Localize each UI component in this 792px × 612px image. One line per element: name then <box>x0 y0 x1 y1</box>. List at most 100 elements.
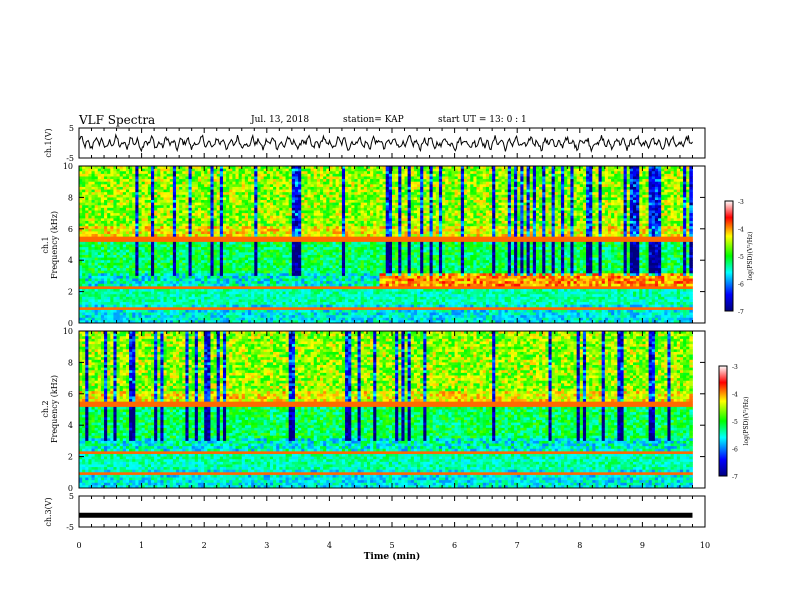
spectrogram-cell <box>291 302 296 306</box>
spectrogram-cell <box>282 262 286 266</box>
spectrogram-cell <box>251 173 255 177</box>
spectrogram-cell <box>213 184 218 188</box>
spectrogram-cell <box>269 239 274 243</box>
spectrogram-cell <box>160 215 164 219</box>
spectrogram-cell <box>301 179 305 183</box>
spectrogram-cell <box>172 247 177 251</box>
spectrogram-cell <box>82 179 86 183</box>
spectrogram-cell <box>257 192 261 196</box>
spectrogram-cell <box>298 213 302 217</box>
spectrogram-cell <box>110 254 114 258</box>
spectrogram-cell <box>150 273 155 277</box>
spectrogram-cell <box>210 234 214 238</box>
spectrogram-cell <box>144 192 149 196</box>
spectrogram-cell <box>210 265 214 269</box>
spectrogram-cell <box>163 215 168 219</box>
spectrogram-cell <box>201 166 205 170</box>
spectrogram-cell <box>210 176 214 180</box>
spectrogram-cell <box>254 302 258 306</box>
spectrogram-cell <box>91 273 96 277</box>
spectrogram-cell <box>204 166 208 170</box>
spectrogram-cell <box>320 312 324 316</box>
spectrogram-cell <box>207 304 211 308</box>
spectrogram-cell <box>185 189 189 193</box>
spectrogram-cell <box>219 173 224 177</box>
spectrogram-cell <box>210 192 214 196</box>
spectrogram-cell <box>222 173 227 177</box>
spectrogram-cell <box>291 294 296 298</box>
spectrogram-cell <box>110 281 114 285</box>
spectrogram-cell <box>213 281 218 285</box>
spectrogram-cell <box>125 291 130 295</box>
spectrogram-cell <box>219 239 224 243</box>
spectrogram-cell <box>219 192 224 196</box>
spectrogram-cell <box>119 273 124 277</box>
spectrogram-cell <box>291 317 296 321</box>
spectrogram-cell <box>82 189 86 193</box>
spectrogram-cell <box>294 307 299 311</box>
spectrogram-cell <box>82 236 86 240</box>
spectrogram-cell <box>79 244 83 248</box>
station-label: station= KAP <box>343 115 404 125</box>
spectrogram-cell <box>229 315 233 319</box>
spectrogram-cell <box>154 281 158 285</box>
spectrogram-cell <box>88 268 92 272</box>
spectrogram-cell <box>232 184 236 188</box>
spectrogram-cell <box>150 244 155 248</box>
spectrogram-cell <box>113 294 117 298</box>
spectrogram-cell <box>201 205 205 209</box>
spectrogram-cell <box>307 294 312 298</box>
spectrogram-cell <box>269 194 274 198</box>
spectrogram-cell <box>294 210 299 214</box>
spectrogram-cell <box>251 270 255 274</box>
spectrogram-cell <box>298 275 302 279</box>
spectrogram-cell <box>113 241 117 245</box>
spectrogram-cell <box>313 189 318 193</box>
spectrogram-cell <box>307 312 312 316</box>
spectrogram-cell <box>326 171 330 175</box>
spectrogram-cell <box>273 294 277 298</box>
spectrogram-cell <box>307 192 312 196</box>
spectrogram-cell <box>185 302 189 306</box>
spectrogram-cell <box>138 205 142 209</box>
spectrogram-cell <box>310 184 315 188</box>
spectrogram-cell <box>100 286 105 290</box>
spectrogram-cell <box>304 281 308 285</box>
spectrogram-cell <box>238 220 243 224</box>
spectrogram-cell <box>276 241 280 245</box>
spectrogram-cell <box>238 239 243 243</box>
spectrogram-cell <box>279 200 283 204</box>
spectrogram-cell <box>100 176 105 180</box>
spectrogram-cell <box>82 281 86 285</box>
spectrogram-cell <box>194 260 199 264</box>
spectrogram-cell <box>179 294 183 298</box>
spectrogram-cell <box>329 307 333 311</box>
spectrogram-cell <box>166 262 171 266</box>
spectrogram-cell <box>229 249 233 253</box>
spectrogram-cell <box>257 304 261 308</box>
spectrogram-cell <box>119 231 124 235</box>
spectrogram-cell <box>288 260 293 264</box>
spectrogram-cell <box>113 231 117 235</box>
spectrogram-cell <box>207 307 211 311</box>
spectrogram-cell <box>125 278 130 282</box>
spectrogram-cell <box>263 189 268 193</box>
spectrogram-cell <box>166 234 171 238</box>
spectrogram-cell <box>88 166 92 170</box>
spectrogram-cell <box>150 220 155 224</box>
spectrogram-cell <box>122 299 127 303</box>
spectrogram-cell <box>294 252 299 256</box>
spectrogram-cell <box>185 231 189 235</box>
spectrogram-cell <box>154 220 158 224</box>
spectrogram-cell <box>119 247 124 251</box>
spectrogram-cell <box>85 278 89 282</box>
spectrogram-cell <box>160 226 164 230</box>
spectrogram-cell <box>294 309 299 313</box>
spectrogram-cell <box>91 270 96 274</box>
spectrogram-cell <box>276 244 280 248</box>
spectrogram-cell <box>216 228 221 232</box>
spectrogram-cell <box>141 234 146 238</box>
spectrogram-cell <box>82 283 86 287</box>
spectrogram-cell <box>320 239 324 243</box>
spectrogram-cell <box>301 244 305 248</box>
